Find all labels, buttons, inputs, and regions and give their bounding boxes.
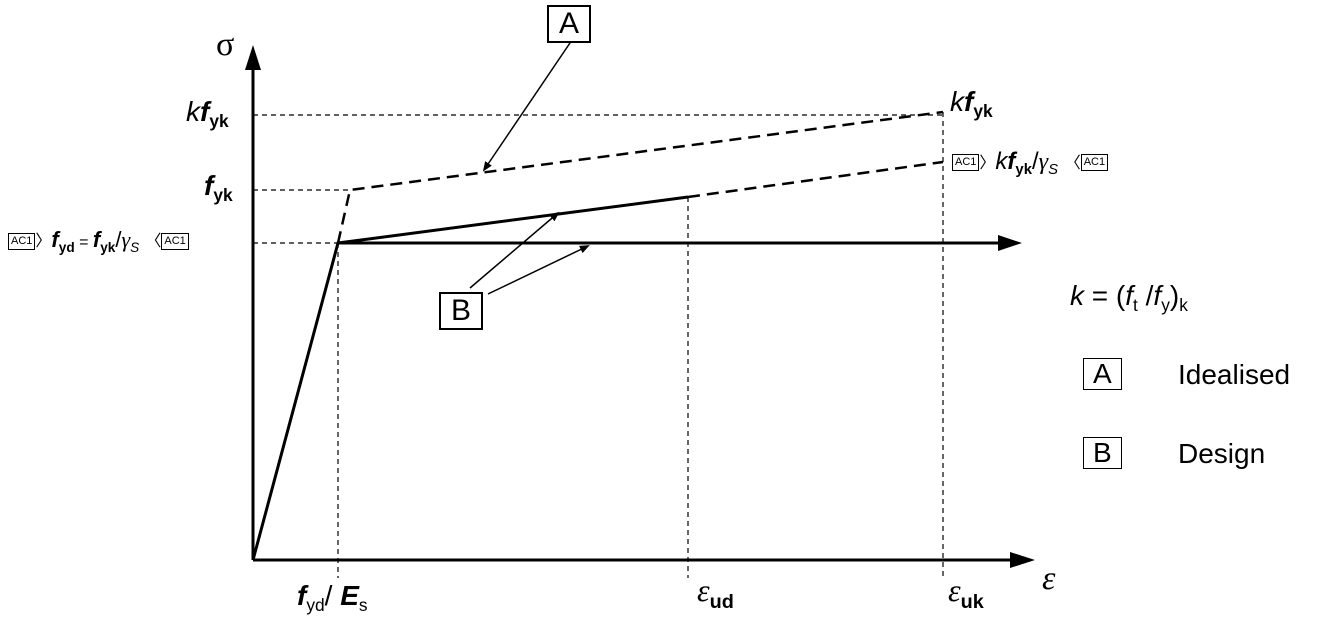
legend-key-a: A [1083,358,1122,390]
kfyk-gamma-curve-label: AC1 〉kfyk/γS 〈 AC1 [952,150,1109,178]
callout-b-leader-inclined [469,211,560,289]
euk-x-label: εuk [948,572,984,613]
legend-label-design: Design [1178,438,1266,469]
legend-key-b: B [1083,437,1122,469]
sigma-axis-arrowhead [245,45,261,70]
amendment-tag-open: AC1 [952,154,980,172]
kfyk-y-label: kfyk [186,96,229,132]
reference-lines [253,112,944,578]
amendment-tag-close: AC1 [161,232,189,250]
amendment-tag-close: AC1 [1080,154,1109,172]
epsilon-axis-label: ε [1042,560,1056,597]
amendment-tag-open: AC1 [8,232,36,250]
fyk-y-label: fyk [204,170,233,206]
callout-b-leader-horizontal [487,245,590,295]
sigma-axis-label: σ [216,26,235,63]
epsilon-axis-arrowhead [1010,552,1035,568]
horizontal-branch-arrowhead [998,235,1022,251]
k-definition: k = (ft /fy)k [1070,280,1188,316]
callout-a-box: A [547,5,592,43]
idealised-curve-a [336,110,944,244]
callout-a-leader [482,39,573,172]
fyd-y-label: AC1 〉fyd = fyk/γS 〈 AC1 [8,229,189,254]
eud-x-label: εud [697,572,734,613]
fyd-es-x-label: fyd/ Es [297,580,368,616]
callout-b-box: B [439,292,484,330]
design-curve-b-inclined [251,195,689,561]
legend-label-idealised: Idealised [1178,359,1291,390]
design-curve-b-extension [687,160,944,199]
kfyk-curve-label: kfyk [950,86,993,122]
